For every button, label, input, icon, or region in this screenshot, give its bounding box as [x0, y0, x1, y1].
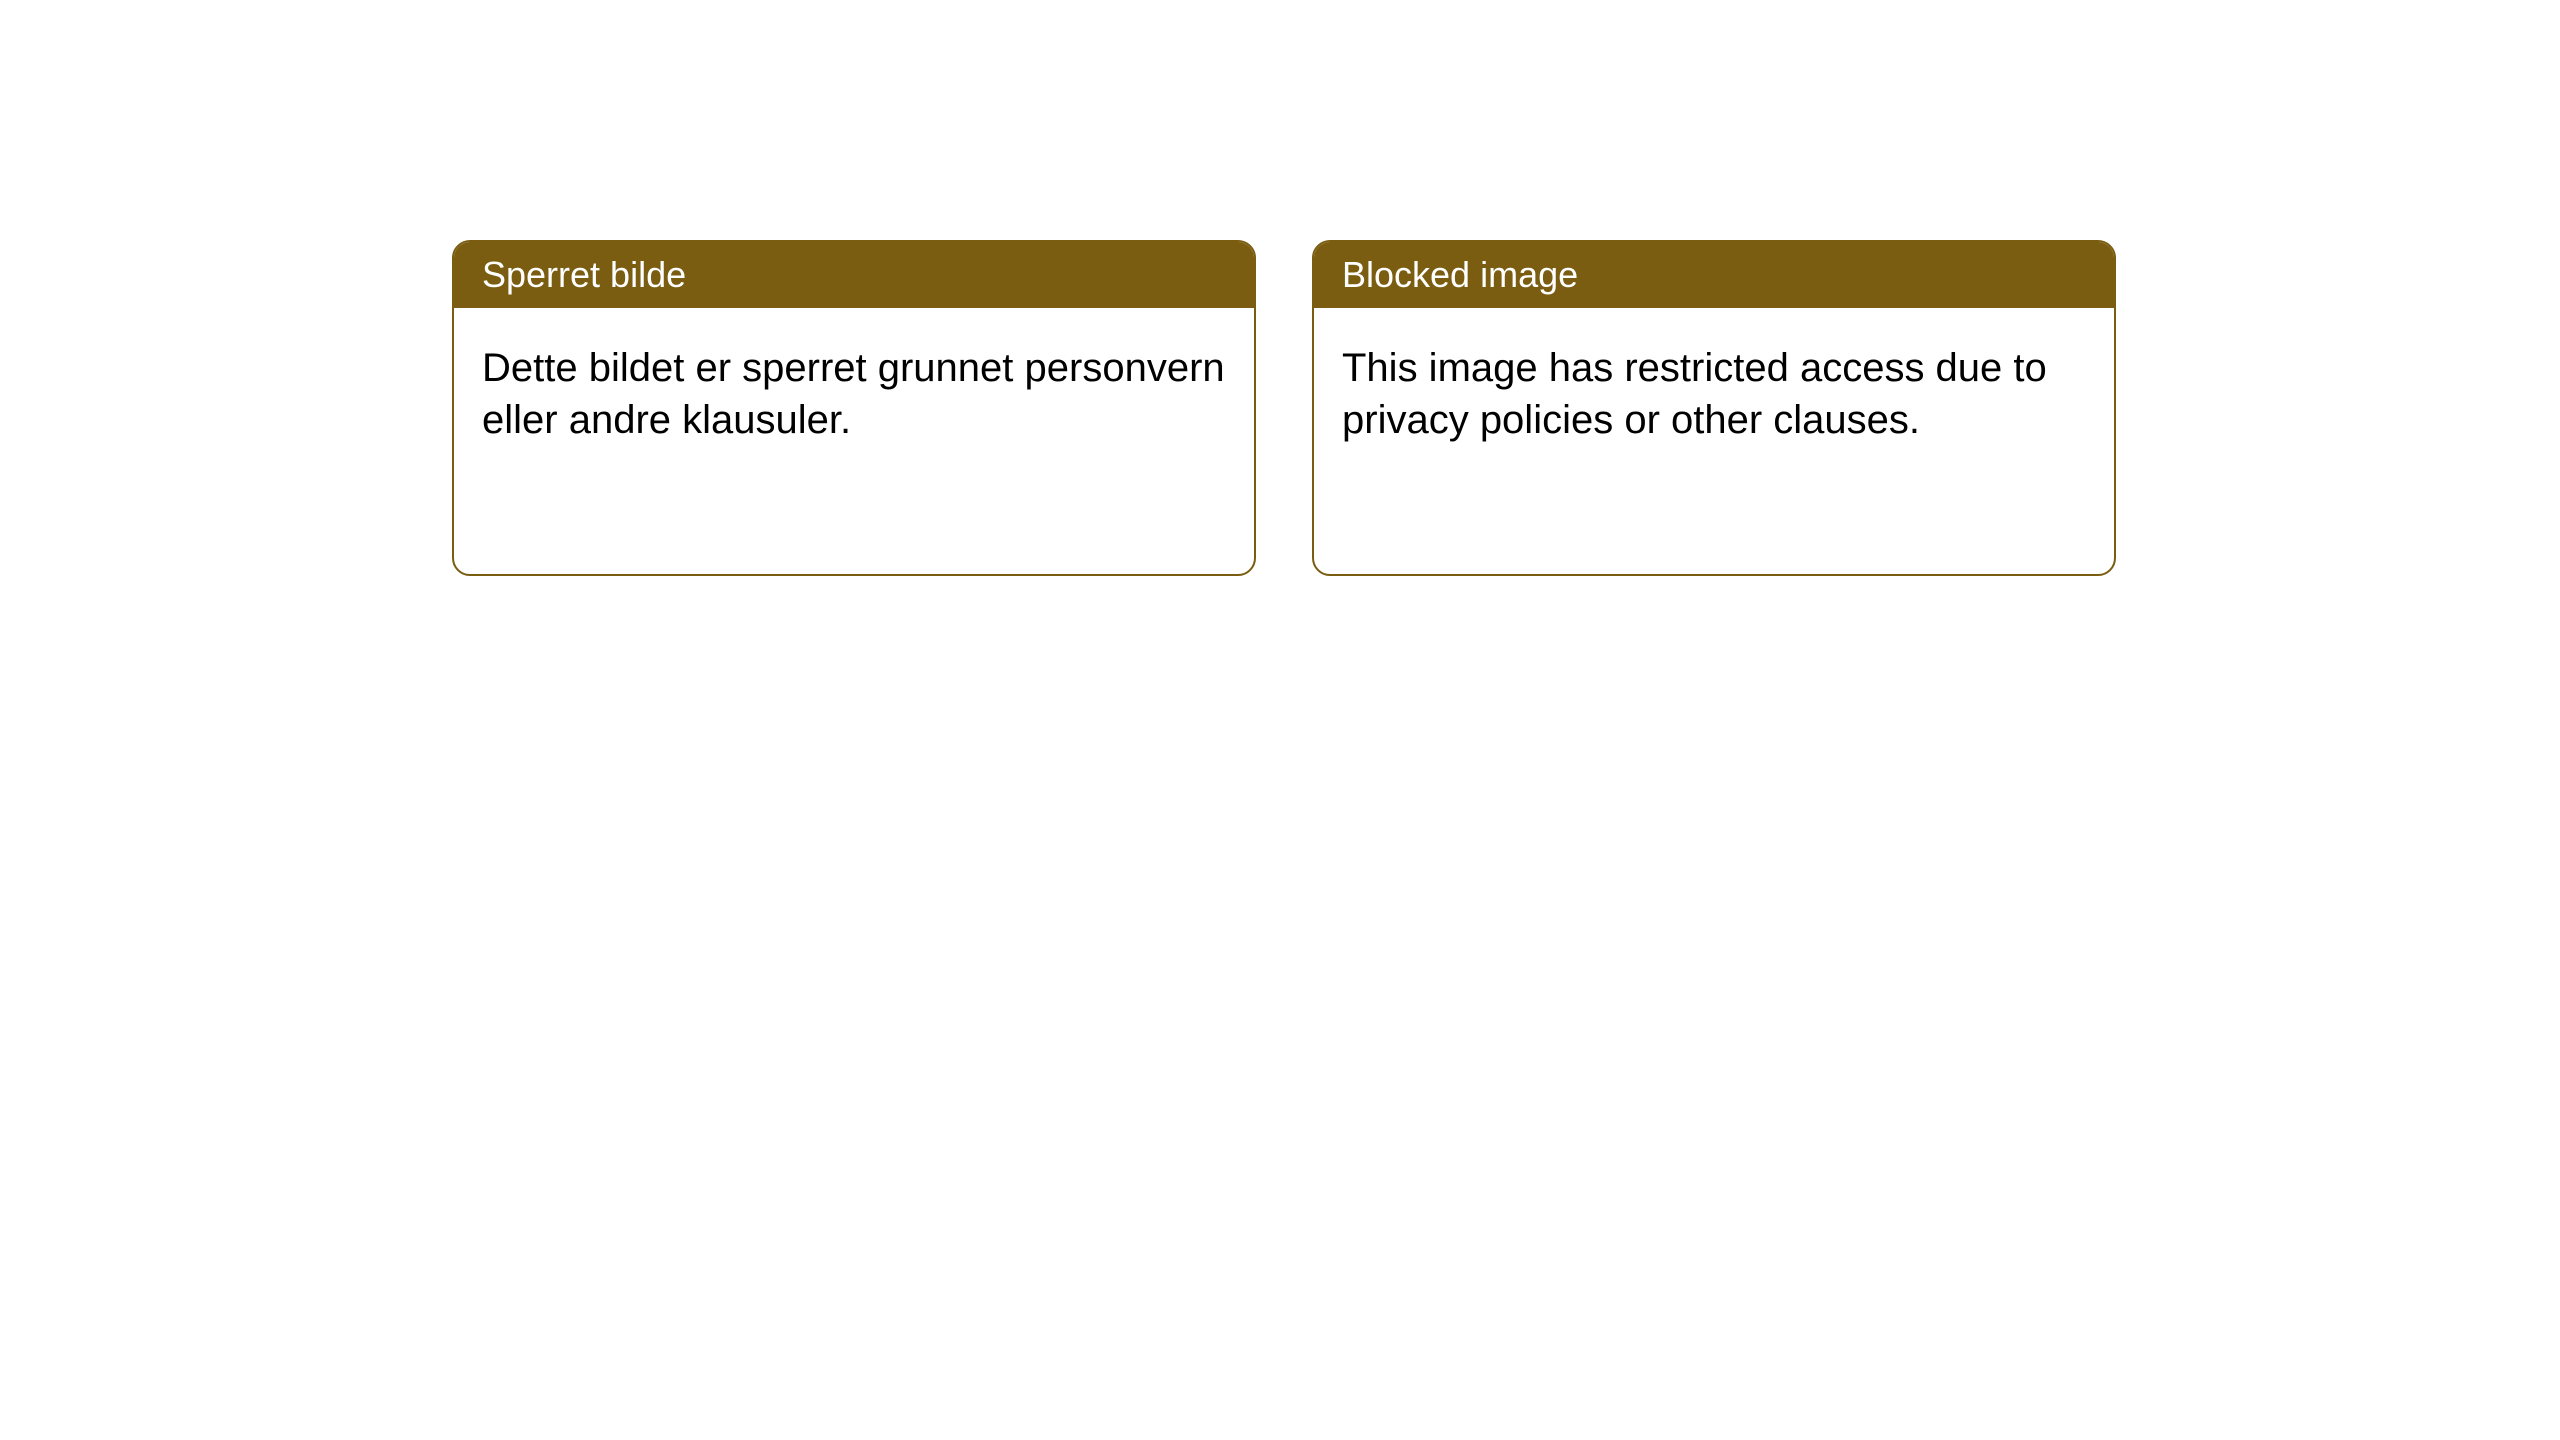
message-card-norwegian: Sperret bilde Dette bildet er sperret gr…: [452, 240, 1256, 576]
message-cards-container: Sperret bilde Dette bildet er sperret gr…: [452, 240, 2116, 576]
card-header-norwegian: Sperret bilde: [454, 242, 1254, 308]
card-title: Sperret bilde: [482, 254, 686, 295]
card-message: This image has restricted access due to …: [1342, 346, 2047, 442]
card-header-english: Blocked image: [1314, 242, 2114, 308]
card-body-english: This image has restricted access due to …: [1314, 308, 2114, 480]
card-body-norwegian: Dette bildet er sperret grunnet personve…: [454, 308, 1254, 480]
card-title: Blocked image: [1342, 254, 1578, 295]
card-message: Dette bildet er sperret grunnet personve…: [482, 346, 1225, 442]
message-card-english: Blocked image This image has restricted …: [1312, 240, 2116, 576]
